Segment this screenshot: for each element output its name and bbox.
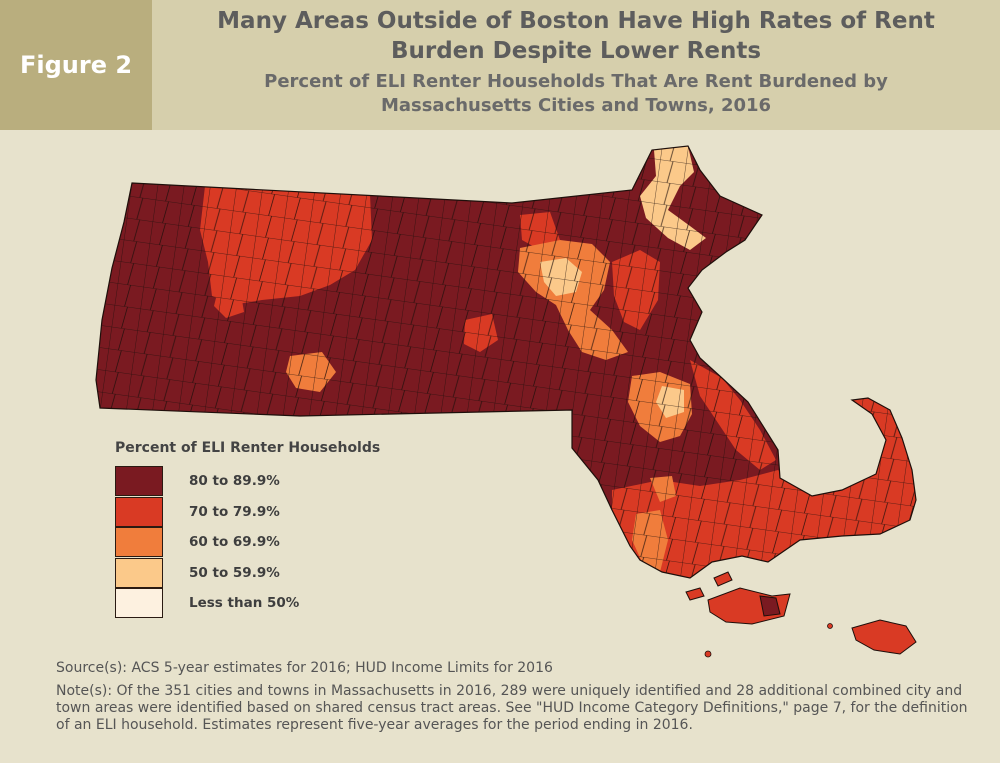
chart-title: Many Areas Outside of Boston Have High R… [217, 8, 935, 64]
legend-item: 80 to 89.9% [115, 466, 405, 497]
chart-subtitle: Percent of ELI Renter Households That Ar… [264, 71, 888, 116]
legend-swatch-70-79 [115, 496, 163, 527]
legend-title: Percent of ELI Renter Households [115, 440, 381, 456]
figure-tab: Figure 2 [0, 0, 152, 130]
legend-item: 50 to 59.9% [115, 557, 405, 589]
legend-swatch-60-69 [115, 527, 163, 558]
title-block: Many Areas Outside of Boston Have High R… [152, 6, 1000, 118]
legend-label: 60 to 69.9% [189, 534, 280, 551]
footnotes: Source(s): ACS 5-year estimates for 2016… [56, 660, 976, 734]
legend-swatch-below-50 [115, 588, 163, 619]
source-note: Source(s): ACS 5-year estimates for 2016… [56, 660, 553, 676]
legend-label: 70 to 79.9% [189, 503, 280, 520]
cuttyhunk [685, 587, 705, 601]
legend-item: 60 to 69.9% [115, 527, 405, 558]
legend-item: 70 to 79.9% [115, 496, 405, 528]
legend-swatch-50-59 [115, 557, 163, 588]
legend-label: 80 to 89.9% [189, 473, 280, 490]
map-legend: Percent of ELI Renter Households 80 to 8… [115, 440, 405, 619]
legend-label: 50 to 59.9% [189, 564, 280, 581]
legend-item: Less than 50% [115, 588, 405, 619]
header-band: Figure 2 Many Areas Outside of Boston Ha… [0, 0, 1000, 130]
figure-label: Figure 2 [19, 51, 133, 79]
small-island [827, 623, 833, 629]
elizabeth-islands [713, 571, 733, 587]
small-island [704, 650, 712, 658]
massachusetts-map [95, 145, 917, 658]
marthas-vineyard-town [759, 595, 781, 617]
nantucket [851, 619, 917, 655]
methodology-note: Note(s): Of the 351 cities and towns in … [56, 683, 968, 733]
legend-label: Less than 50% [189, 595, 300, 612]
legend-swatch-80-89 [115, 466, 163, 497]
